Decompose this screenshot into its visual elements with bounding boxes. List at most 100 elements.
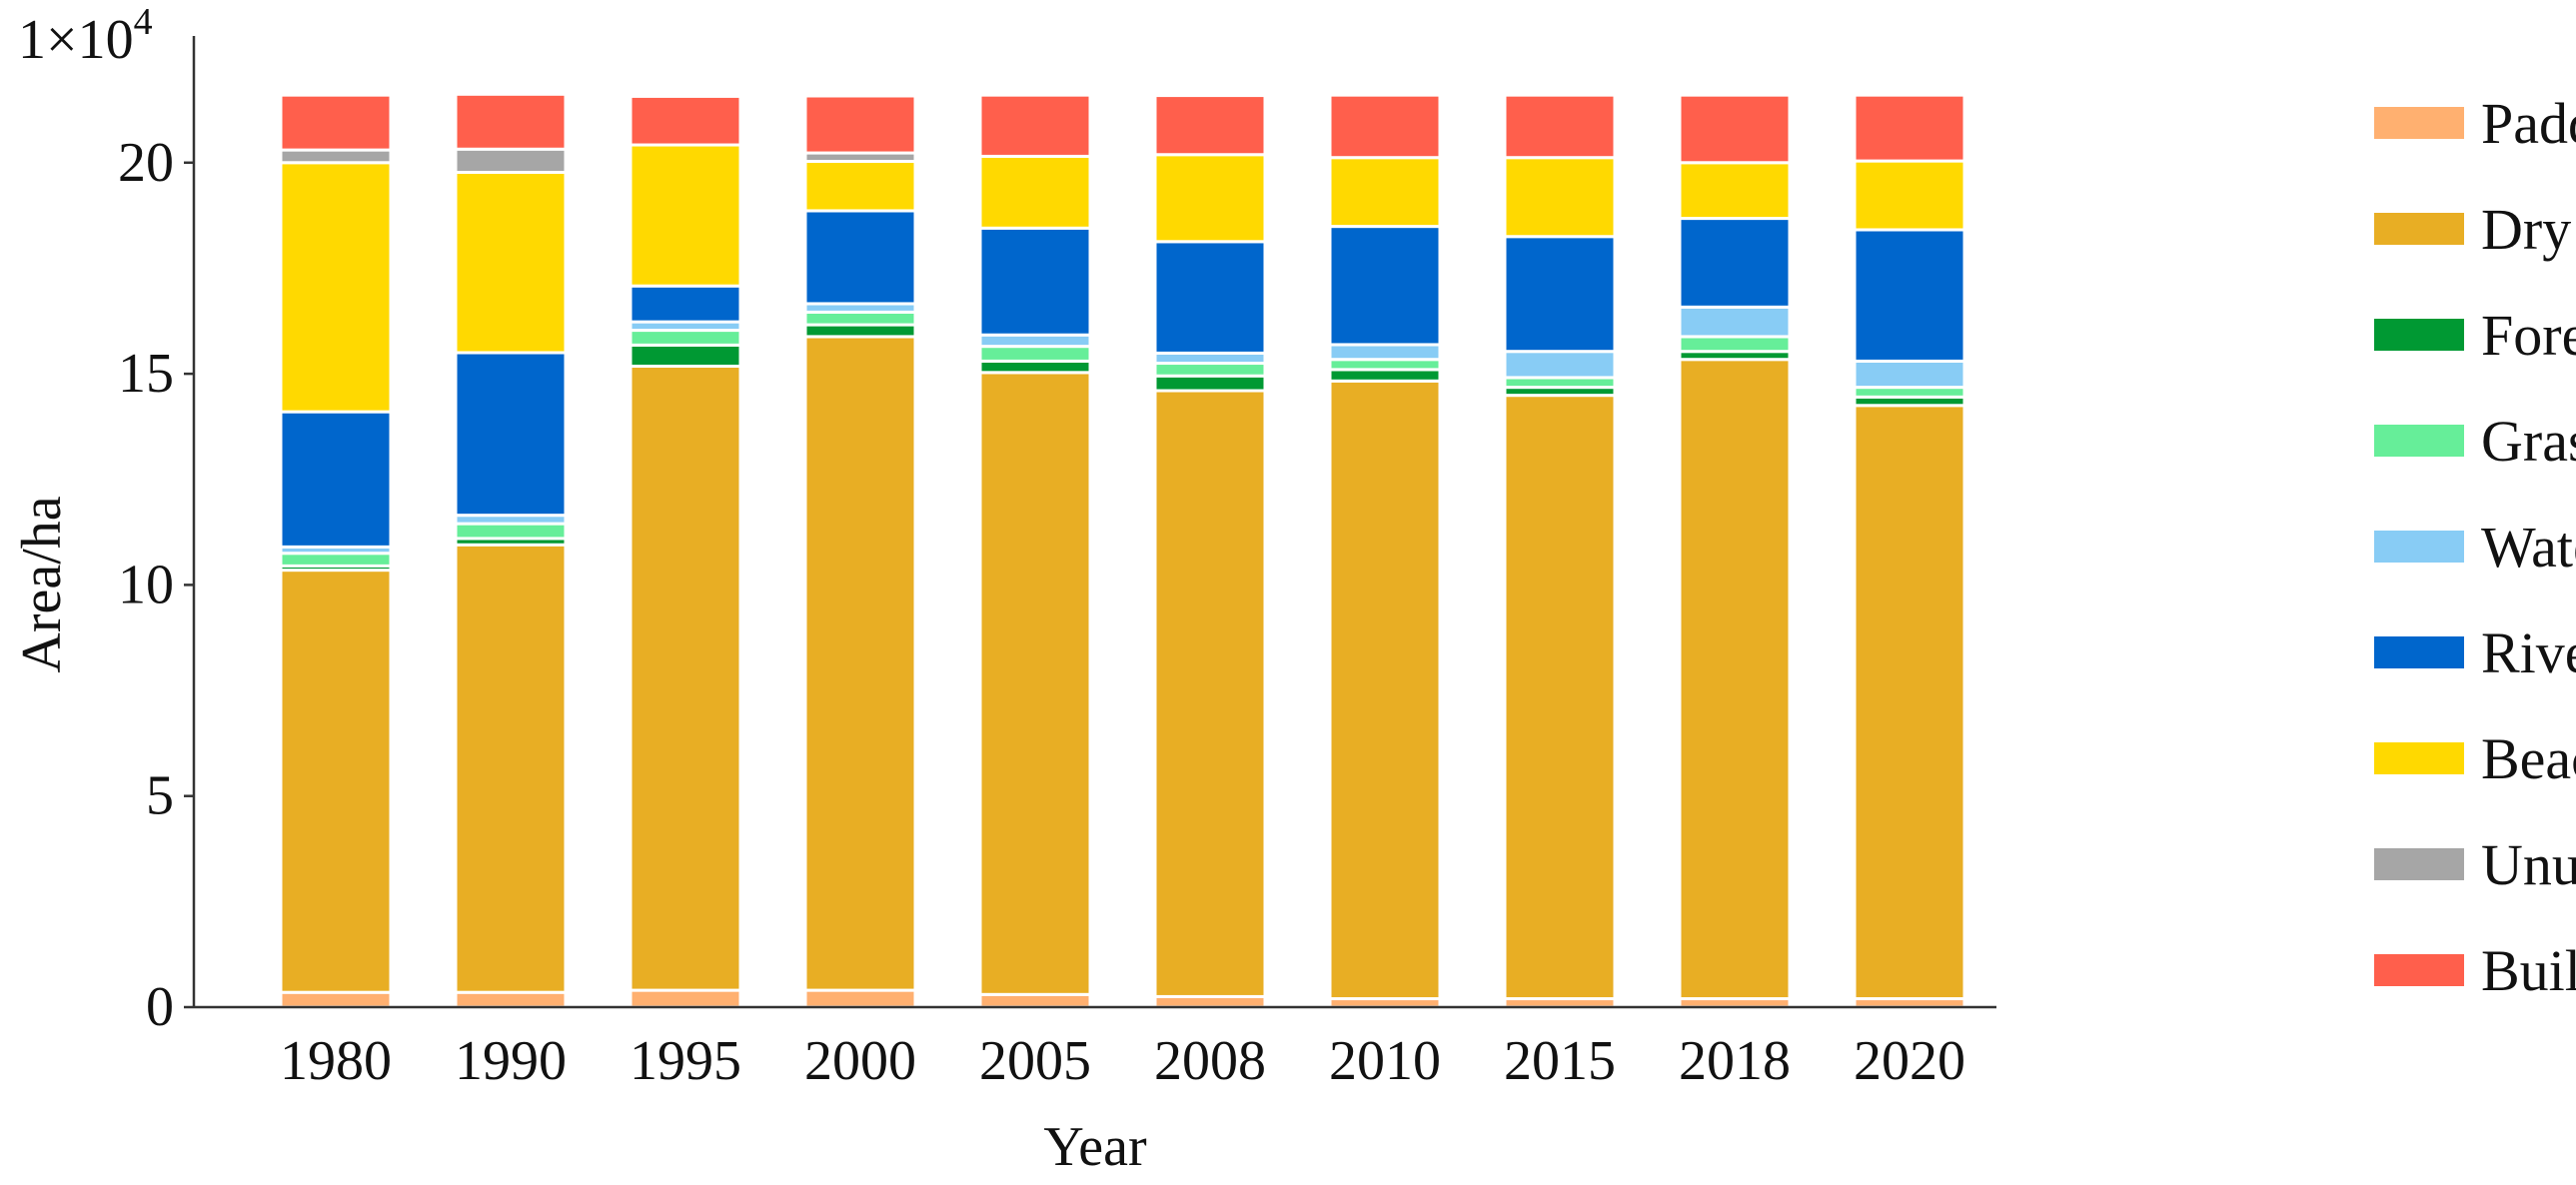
bar-segment-beach: [629, 143, 742, 288]
y-tick-label: 15: [118, 343, 174, 405]
bar-segment-grassland: [1678, 335, 1792, 354]
bar-stack-2010: [1328, 93, 1442, 1009]
x-ticks: 1980 1990 1995 2000 2005 2008 2010 2015 2018 2020: [280, 1030, 1965, 1092]
bar-segment-built-up: [1153, 94, 1267, 157]
legend-label: Beach: [2481, 726, 2576, 791]
x-tick-label: 1995: [630, 1030, 741, 1092]
y-tick-label: 0: [146, 976, 174, 1038]
legend-swatch: [2374, 531, 2464, 563]
x-axis-label: Year: [1043, 1116, 1147, 1178]
x-tick-label: 1990: [455, 1030, 567, 1092]
legend-label: Forest: [2481, 303, 2576, 368]
bar-segment-paddy-field: [279, 990, 393, 1009]
legend-item: Paddy Field: [2374, 91, 2576, 156]
legend-label: Built-up: [2481, 938, 2576, 1003]
bar-segment-forest: [1153, 374, 1267, 393]
bar-stack-1980: [279, 93, 393, 1009]
bar-segment-paddy-field: [1153, 994, 1267, 1009]
bar-segment-built-up: [279, 93, 393, 152]
bar-stack-2018: [1678, 93, 1792, 1009]
bar-segment-beach: [279, 161, 393, 414]
bar-segment-dry-land: [279, 569, 393, 994]
bar-segment-dry-land: [1853, 404, 1966, 1001]
legend: Paddy Field Dry Land Forest Grassland Water …: [2374, 91, 2576, 1003]
x-tick-label: 2020: [1854, 1030, 1965, 1092]
bar-segment-built-up: [1853, 93, 1966, 163]
legend-label: Water Body: [2481, 515, 2576, 580]
bar-segment-unused-land: [454, 147, 568, 175]
legend-item: Water Body: [2374, 515, 2576, 580]
legend-swatch: [2374, 213, 2464, 245]
bar-segment-built-up: [1328, 93, 1442, 160]
bar-segment-grassland: [454, 522, 568, 541]
bar-segment-built-up: [454, 92, 568, 151]
bar-segment-paddy-field: [629, 988, 742, 1009]
bar-segment-built-up: [803, 94, 917, 155]
legend-item: Built-up: [2374, 938, 2576, 1003]
bar-segment-water-body: [1153, 351, 1267, 366]
bar-stack-2000: [803, 94, 917, 1009]
x-tick-label: 2010: [1329, 1030, 1441, 1092]
bar-segment-water-body: [1503, 350, 1617, 380]
legend-swatch: [2374, 636, 2464, 668]
bar-segment-unused-land: [279, 148, 393, 165]
legend-swatch: [2374, 954, 2464, 986]
bar-segment-grassland: [1328, 358, 1442, 372]
x-tick-label: 2015: [1504, 1030, 1616, 1092]
bar-segment-built-up: [1503, 93, 1617, 160]
bar-segment-river-canal: [1853, 228, 1966, 363]
legend-label: River Canal: [2481, 620, 2576, 685]
y-axis-label: Area/ha: [11, 496, 73, 672]
axes-group: [192, 36, 1996, 1009]
bar-segment-river-canal: [279, 410, 393, 549]
legend-item: River Canal: [2374, 620, 2576, 685]
y-multiplier-label: 1×104: [18, 1, 153, 71]
bar-segment-dry-land: [629, 364, 742, 992]
bar-segment-dry-land: [1328, 379, 1442, 1001]
legend-label: Grassland: [2481, 409, 2576, 474]
legend-item: Forest: [2374, 303, 2576, 368]
legend-swatch: [2374, 742, 2464, 774]
x-tick-label: 2000: [804, 1030, 916, 1092]
bar-segment-dry-land: [1503, 394, 1617, 1001]
bar-segment-forest: [978, 359, 1092, 375]
bar-segment-built-up: [1678, 93, 1792, 165]
legend-item: Unused Land: [2374, 832, 2576, 897]
legend-label: Unused Land: [2481, 832, 2576, 897]
bar-segment-river-canal: [1153, 240, 1267, 355]
x-tick-label: 2018: [1679, 1030, 1791, 1092]
bar-segment-water-body: [1328, 343, 1442, 362]
bars-group: [279, 92, 1966, 1009]
bar-stack-1995: [629, 94, 742, 1009]
bar-segment-river-canal: [629, 284, 742, 324]
x-tick-label: 2005: [979, 1030, 1091, 1092]
bar-segment-beach: [978, 154, 1092, 230]
bar-segment-river-canal: [978, 226, 1092, 337]
bar-segment-grassland: [978, 345, 1092, 363]
bar-segment-paddy-field: [454, 990, 568, 1009]
legend-swatch: [2374, 425, 2464, 457]
bar-segment-grassland: [629, 329, 742, 347]
x-tick-label: 2008: [1154, 1030, 1266, 1092]
bar-segment-grassland: [803, 310, 917, 327]
legend-swatch: [2374, 107, 2464, 139]
bar-segment-beach: [1678, 161, 1792, 221]
y-tick-label: 20: [118, 132, 174, 194]
bar-segment-dry-land: [803, 335, 917, 992]
bar-segment-beach: [1328, 156, 1442, 229]
bar-segment-beach: [1153, 153, 1267, 244]
bar-stack-2005: [978, 93, 1092, 1009]
bar-segment-forest: [629, 343, 742, 368]
bar-segment-dry-land: [1678, 358, 1792, 1001]
bar-segment-water-body: [1678, 305, 1792, 339]
bar-segment-paddy-field: [978, 992, 1092, 1009]
bar-segment-grassland: [279, 552, 393, 568]
bar-segment-beach: [454, 171, 568, 355]
bar-segment-dry-land: [1153, 389, 1267, 998]
bar-segment-water-body: [978, 333, 1092, 349]
bar-segment-river-canal: [454, 351, 568, 518]
bar-segment-paddy-field: [803, 988, 917, 1009]
y-ticks: 0 5 10 15 20: [118, 132, 194, 1038]
legend-item: Dry Land: [2374, 197, 2576, 262]
bar-segment-forest: [803, 323, 917, 339]
